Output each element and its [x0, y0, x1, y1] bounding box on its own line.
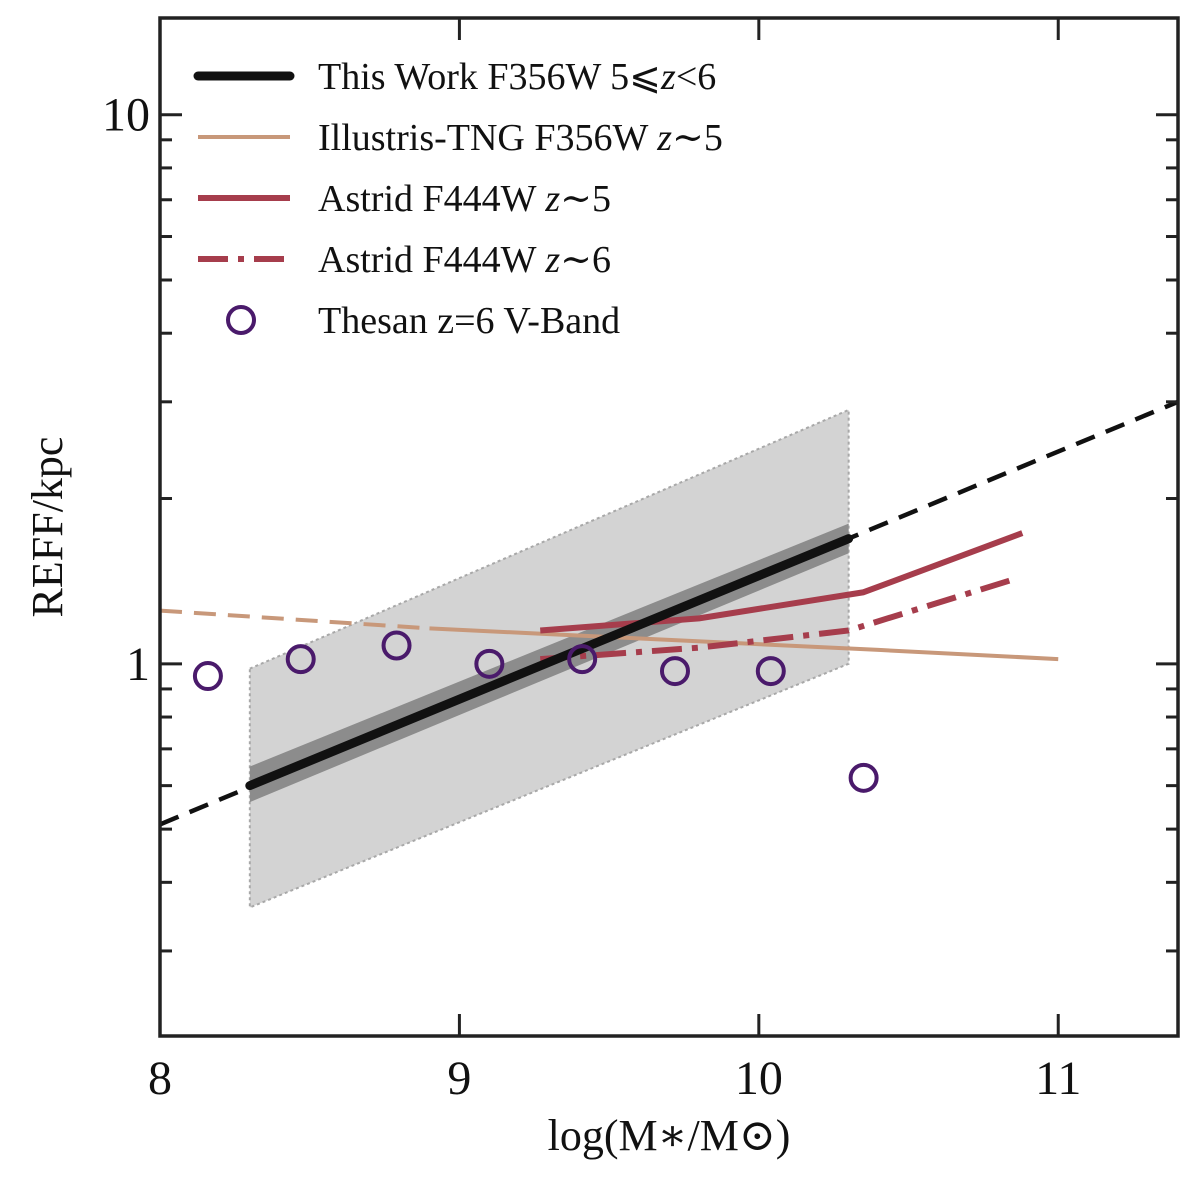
x-tick-label: 8 [148, 1052, 172, 1105]
legend-label-italic: z [544, 239, 560, 281]
series-lines [160, 399, 1178, 827]
legend-label-tail: ∼6 [560, 239, 611, 281]
legend-label-text: This Work F356W 5⩽ [318, 56, 661, 98]
x-tick-label: 10 [735, 1052, 783, 1105]
series-markers [192, 630, 879, 793]
thesan-point [381, 630, 412, 661]
legend-label-italic: z [660, 56, 676, 98]
legend-label-tail: ∼5 [560, 178, 611, 220]
thesan-point [755, 656, 786, 687]
x-tick-label: 11 [1035, 1052, 1081, 1105]
illustris-tng-line [429, 626, 1059, 662]
astrid-z6-line [540, 575, 1018, 663]
legend-label: Thesan z=6 V-Band [318, 300, 620, 342]
y-tick-label: 1 [126, 638, 150, 691]
thesan-point [848, 762, 879, 793]
this-work-fit-line [245, 534, 854, 791]
axis-ticks [158, 18, 1178, 1036]
illustris-tng-dashed-line [160, 608, 430, 631]
thesan-point [659, 656, 690, 687]
thesan-point [192, 661, 223, 692]
thesan-point [474, 648, 505, 679]
y-axis-label: REFF/kpc [23, 437, 72, 618]
legend-label-tail: <6 [676, 56, 716, 98]
plot-frame [158, 16, 1180, 1038]
x-tick-label: 9 [447, 1052, 471, 1105]
legend-label-tail: ∼5 [672, 117, 723, 159]
legend-label-italic: z [656, 117, 672, 159]
astrid-z5-line [540, 530, 1024, 634]
legend-label-text: Thesan z=6 V-Band [318, 300, 620, 342]
legend-label: Astrid F444W z∼6 [318, 239, 611, 281]
legend-label-text: Illustris-TNG F356W [318, 117, 657, 159]
legend-swatch [226, 305, 256, 335]
legend-label-text: Astrid F444W [318, 178, 545, 220]
thesan-point [285, 644, 316, 675]
thesan-point [567, 644, 598, 675]
legend-label-italic: z [544, 178, 560, 220]
y-tick-label: 10 [102, 89, 150, 142]
x-axis-label: log(M∗/M⊙) [548, 1111, 791, 1160]
legend-label: Astrid F444W z∼5 [318, 178, 611, 220]
legend-label: Illustris-TNG F356W z∼5 [318, 117, 723, 159]
legend-label: This Work F356W 5⩽z<6 [318, 56, 716, 98]
legend-label-text: Astrid F444W [318, 239, 545, 281]
